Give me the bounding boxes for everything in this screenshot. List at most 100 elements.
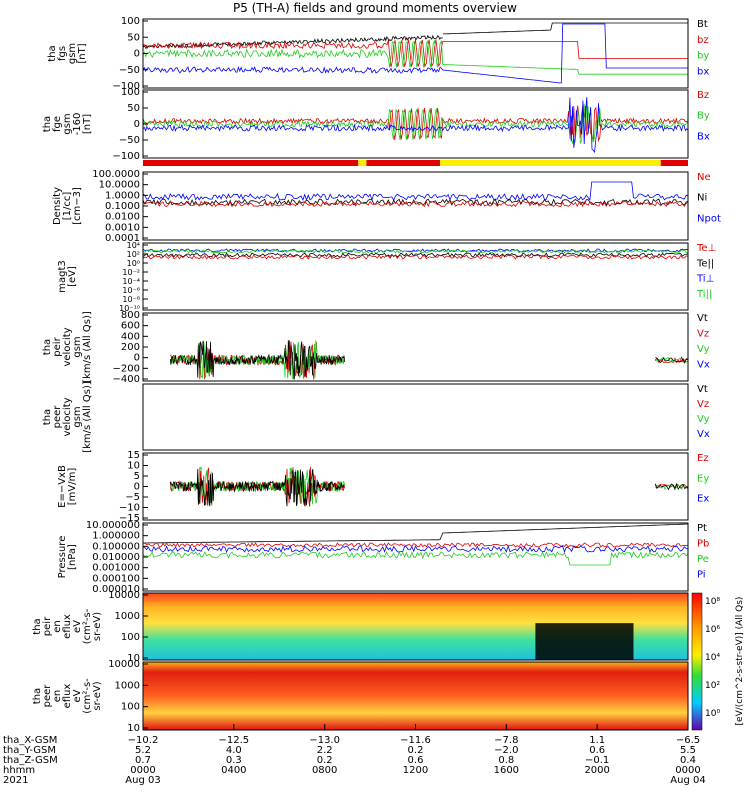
- ylabel: tha: [42, 409, 53, 425]
- panel-density: 100.000010.00001.00000.10000.01000.00100…: [52, 169, 721, 244]
- xtick-label: 0.7: [135, 755, 151, 766]
- legend-Vz: Vz: [697, 329, 709, 340]
- xtick-label: 0.4: [680, 755, 696, 766]
- ylabel: eflux: [62, 684, 73, 709]
- panel-fgs: 100 50 0 −50 −100 tha fgs gsm [nT] Bt bz by bx: [47, 16, 709, 92]
- ylabel: velocity: [62, 327, 73, 366]
- ytick-label: 200: [121, 342, 140, 353]
- ytick-label: −200: [113, 363, 140, 374]
- panel-fge: 100 50 0 −50 −100 tha fge gsm -160 [nT] Bz By Bx: [42, 87, 710, 162]
- xtick-label: 0.2: [408, 745, 424, 756]
- ylabel: [1/cc]: [62, 192, 73, 221]
- series-bz: [142, 39, 688, 68]
- ylabel: [mV/m]: [67, 468, 78, 506]
- orbit-segment: [366, 160, 441, 166]
- legend-Bx: Bx: [697, 131, 710, 142]
- panel-peerspec: 10000 1000 100 10 tha peer en eflux eV (cm²-s-sr-…: [32, 659, 689, 734]
- legend-Bz: Bz: [697, 90, 709, 101]
- panel-peerv: tha peer velocity gsm [km/s (All Qs)] Vt Vz Vy V…: [42, 381, 710, 453]
- xtick-label: 0.6: [408, 755, 424, 766]
- colorbar-tick: 10⁶: [705, 625, 720, 635]
- series-y-b: [655, 356, 689, 364]
- xtick-label: 4.0: [226, 745, 242, 756]
- ylabel: fgs: [57, 46, 68, 61]
- series-Bx: [142, 97, 689, 154]
- ylabel: tha: [47, 45, 58, 61]
- frame-peirv: [142, 312, 689, 382]
- series-Pi: [142, 544, 688, 554]
- legend-by: by: [697, 51, 709, 62]
- ytick-label: 0.0001: [105, 233, 140, 244]
- series-t-b: [654, 357, 689, 364]
- panel-pressure: 10.0000001.0000000.1000000.0100000.00100…: [57, 520, 709, 595]
- ytick-label: 10.0000: [99, 180, 140, 191]
- legend-Ti||: Ti||: [696, 289, 712, 300]
- ytick-label: 50: [127, 103, 140, 114]
- orbit-segment: [358, 160, 367, 166]
- xaxis-row-label: tha_X-GSM: [3, 735, 57, 746]
- xtick-label: 5.2: [135, 745, 151, 756]
- ytick-label: 10: [127, 653, 140, 664]
- series-Pt: [143, 523, 689, 544]
- legend-Bt: Bt: [697, 19, 708, 30]
- series-Pe: [142, 551, 689, 566]
- xtick-label: −10.2: [128, 735, 159, 746]
- xtick-label: −0.1: [585, 755, 609, 766]
- ylabel: en: [52, 620, 63, 633]
- legend-Vt: Vt: [697, 384, 708, 395]
- colorbar-scale: [691, 592, 703, 731]
- xtick-label: 0.2: [317, 755, 333, 766]
- spectrogram-gap: [535, 623, 634, 660]
- ytick-label: 10⁻⁴: [122, 277, 140, 286]
- ytick-label: 100: [121, 632, 140, 643]
- series-t-b: [654, 482, 689, 491]
- ylabel: tha: [32, 688, 43, 704]
- orbit-segment: [440, 160, 661, 166]
- ytick-label: 1000: [115, 611, 140, 622]
- xtick-label: −6.5: [676, 735, 700, 746]
- ylabel: eV: [72, 620, 83, 633]
- xtick-label: −13.0: [309, 735, 340, 746]
- colorbar-tick: 10⁸: [705, 597, 720, 607]
- xtick-label: 0800: [312, 765, 337, 776]
- xtick-label: 2.2: [317, 745, 333, 756]
- xaxis-row-label: hhmm: [3, 765, 35, 776]
- ylabel: peir: [52, 336, 63, 356]
- legend-Ez: Ez: [697, 453, 709, 464]
- ylabel: sr-eV): [92, 612, 103, 641]
- ylabel: velocity: [62, 397, 73, 436]
- ytick-label: −50: [119, 65, 140, 76]
- ylabel: [km/s (All Qs)]: [82, 311, 93, 383]
- ylabel: -160: [72, 113, 83, 136]
- legend-Vx: Vx: [697, 429, 710, 440]
- ytick-label: 10⁻⁶: [122, 286, 140, 295]
- series-t-a: [169, 468, 345, 507]
- ytick-label: 100: [121, 16, 140, 27]
- xaxis-row-label: 2021: [3, 775, 28, 786]
- legend-Vy: Vy: [697, 414, 710, 425]
- ytick-label: 0.0010: [105, 222, 140, 233]
- orbit-segment: [143, 160, 359, 166]
- ylabel: peer: [42, 684, 53, 708]
- ytick-label: 400: [121, 331, 140, 342]
- ytick-label: 0.000100: [92, 573, 140, 584]
- legend-Pe: Pe: [697, 554, 709, 565]
- colorbar-tick: 10⁴: [705, 653, 720, 663]
- ytick-label: −400: [113, 374, 140, 385]
- ytick-label: 10000: [108, 590, 140, 601]
- ytick-label: 5: [134, 471, 140, 482]
- xtick-label: 0.6: [589, 745, 605, 756]
- legend-Te⊥: Te⊥: [696, 243, 716, 254]
- ylabel: gsm: [62, 113, 73, 134]
- ylabel: [eV]: [67, 266, 78, 287]
- ytick-label: 0: [134, 119, 140, 130]
- legend-Pt: Pt: [697, 523, 707, 534]
- ylabel: E=−VxB: [57, 465, 68, 508]
- ylabel: [nPa]: [67, 544, 78, 570]
- ylabel: [km/s (All Qs)]: [82, 381, 93, 453]
- ytick-label: −100: [113, 151, 140, 162]
- xtick-label: −11.6: [400, 735, 431, 746]
